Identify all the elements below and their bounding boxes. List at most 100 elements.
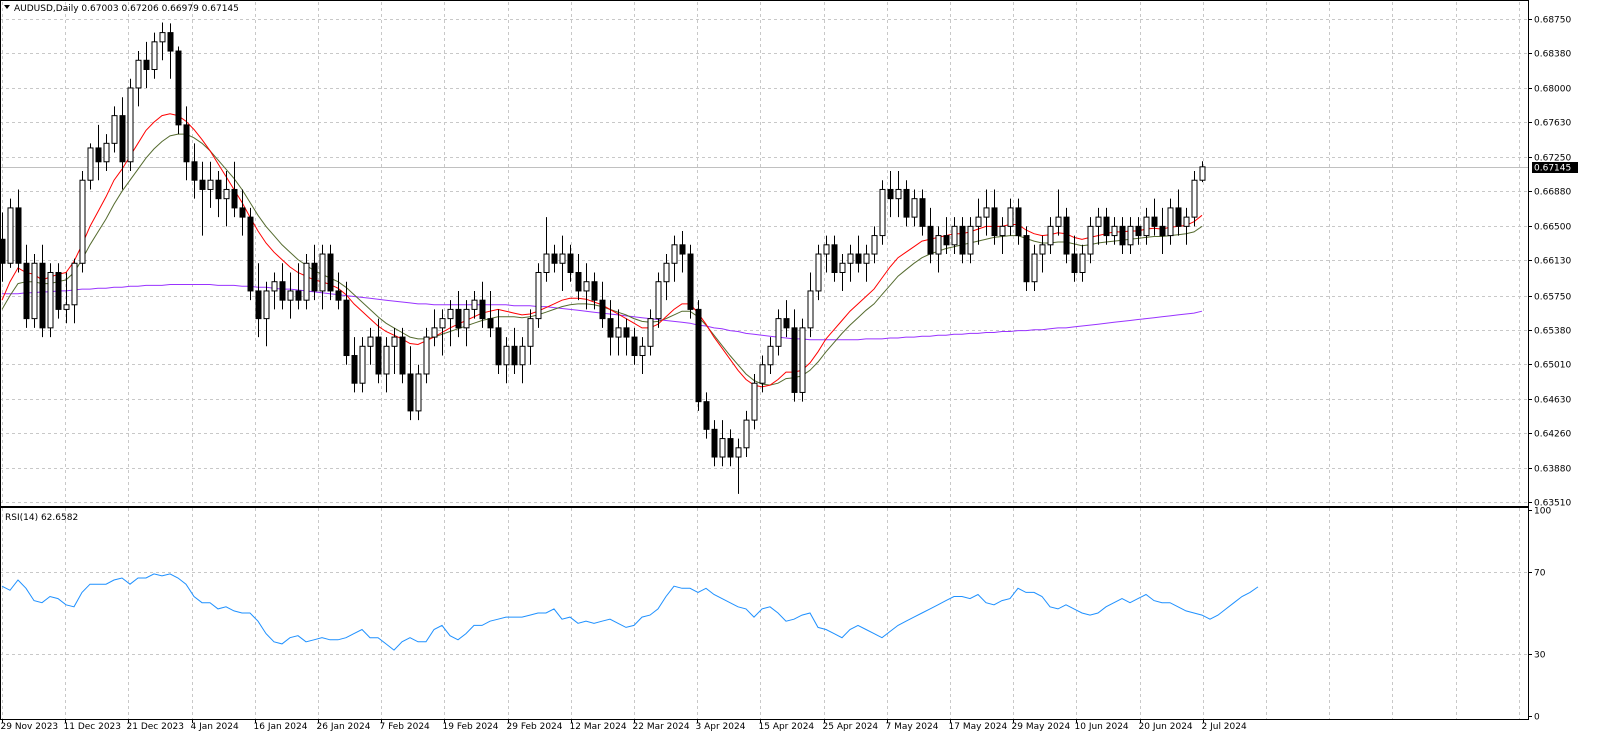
candle xyxy=(1023,226,1030,291)
candlestick-series xyxy=(0,22,1206,494)
candle xyxy=(567,244,574,282)
candle-body-down xyxy=(15,207,22,264)
candle xyxy=(207,161,214,208)
candle-body-up xyxy=(423,336,430,375)
candle-body-down xyxy=(407,373,414,412)
candle-body-up xyxy=(647,318,654,347)
candle-body-down xyxy=(783,318,790,329)
candle xyxy=(415,364,422,421)
rsi-grid xyxy=(0,508,1528,719)
candle-body-up xyxy=(359,345,366,384)
candle xyxy=(367,327,374,365)
candle-body-up xyxy=(767,345,774,366)
candle-body-up xyxy=(951,225,958,246)
candle xyxy=(1191,171,1198,227)
candle xyxy=(943,217,950,255)
candle-body-down xyxy=(239,207,246,218)
candle-body-down xyxy=(399,336,406,375)
candle xyxy=(599,281,606,328)
candle-body-down xyxy=(95,147,102,163)
candle-body-up xyxy=(743,419,750,449)
candle-body-up xyxy=(439,318,446,329)
current-price-marker: 0.67145 xyxy=(1532,162,1578,174)
candle-body-up xyxy=(503,345,510,366)
candle xyxy=(247,207,254,301)
candle xyxy=(511,327,518,374)
candle-body-down xyxy=(991,207,998,237)
time-tick-label: 29 Nov 2023 xyxy=(1,722,59,732)
candle xyxy=(527,309,534,365)
price-tick-label: 0.68380 xyxy=(1534,50,1571,60)
candle xyxy=(767,337,774,374)
candle-body-up xyxy=(1199,166,1206,181)
time-tick-label: 15 Apr 2024 xyxy=(759,722,815,732)
chart-axes: 0.68750 0.68380 0.68000 0.67630 0.67250 0.668… xyxy=(0,0,1571,732)
candle xyxy=(1167,198,1174,245)
candle-body-down xyxy=(199,179,206,190)
candle xyxy=(215,171,222,218)
candle-body-down xyxy=(591,281,598,301)
candle xyxy=(311,244,318,301)
candle-body-up xyxy=(383,345,390,375)
candle xyxy=(503,337,510,384)
candle-body-up xyxy=(527,318,534,347)
candle-body-down xyxy=(791,327,798,393)
candle xyxy=(615,309,622,356)
candle xyxy=(863,244,870,282)
candle xyxy=(263,281,270,347)
time-tick-label: 4 Jan 2024 xyxy=(191,722,239,732)
candle xyxy=(895,171,902,218)
candle xyxy=(183,106,190,181)
candle-body-down xyxy=(279,281,286,301)
candle xyxy=(55,263,62,319)
candle-body-down xyxy=(727,438,734,458)
candle xyxy=(1183,207,1190,245)
candle-body-up xyxy=(1191,179,1198,218)
rsi-tick-label: 0 xyxy=(1534,713,1540,723)
candle-body-up xyxy=(879,188,886,237)
candle-body-up xyxy=(735,447,742,458)
candle xyxy=(1199,161,1206,183)
candle-body-up xyxy=(559,253,566,264)
candle xyxy=(399,327,406,384)
time-tick-label: 29 Feb 2024 xyxy=(507,722,563,732)
candle xyxy=(847,244,854,282)
candle-body-up xyxy=(1007,207,1014,227)
candle xyxy=(7,198,14,268)
collapse-triangle-icon[interactable] xyxy=(4,5,10,9)
candle xyxy=(759,355,766,393)
candle xyxy=(359,337,366,393)
candle xyxy=(119,97,126,190)
candle xyxy=(95,124,102,181)
candle-body-up xyxy=(135,59,142,89)
candle xyxy=(31,254,38,328)
candle xyxy=(1007,198,1014,236)
candle xyxy=(967,217,974,264)
candle xyxy=(959,217,966,264)
candle-body-down xyxy=(191,161,198,181)
candle-body-down xyxy=(1119,225,1126,246)
candle xyxy=(1159,207,1166,255)
candle xyxy=(607,300,614,356)
candle-body-up xyxy=(719,438,726,458)
candle-body-down xyxy=(1175,207,1182,227)
price-tick-label: 0.68750 xyxy=(1534,16,1571,26)
candle xyxy=(319,244,326,310)
rsi-tick-label: 30 xyxy=(1534,651,1546,661)
rsi-line xyxy=(1,573,1259,651)
price-grid xyxy=(0,2,1528,505)
candle xyxy=(751,373,758,430)
rsi-tick-label: 100 xyxy=(1534,507,1551,517)
candle xyxy=(1031,244,1038,291)
candle-body-up xyxy=(1183,216,1190,227)
candle-body-up xyxy=(1111,225,1118,237)
time-tick-label: 16 Jan 2024 xyxy=(254,722,308,732)
candle-body-up xyxy=(799,327,806,393)
candle-body-up xyxy=(911,198,918,218)
candle xyxy=(143,41,150,88)
candle-body-up xyxy=(535,271,542,320)
price-tick-label: 0.64260 xyxy=(1534,430,1571,440)
candle xyxy=(1175,189,1182,236)
candle-body-up xyxy=(543,253,550,273)
